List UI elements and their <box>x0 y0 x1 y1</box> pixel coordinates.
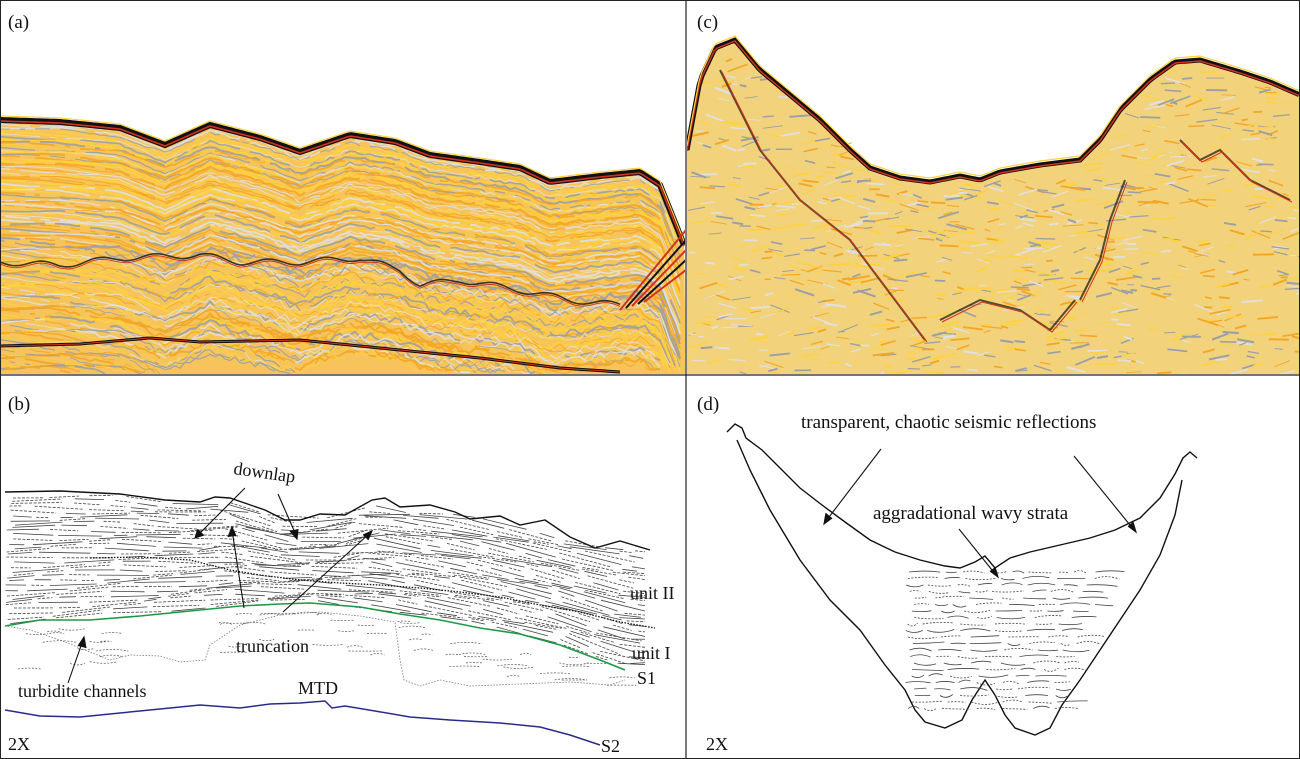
label-unit-ii: unit II <box>630 583 675 603</box>
annotation-arrows <box>67 487 374 684</box>
s1-horizon <box>4 602 626 671</box>
interpretation-panel-d: transparent, chaotic seismic reflections… <box>706 412 1198 754</box>
strata-base <box>4 611 626 687</box>
canyon-outline-d <box>736 439 1183 736</box>
label-turbidite-channels: turbidite channels <box>18 681 146 701</box>
label-s2: S2 <box>601 736 620 756</box>
s2-horizon <box>4 700 601 746</box>
panel-label-a: (a) <box>8 12 29 33</box>
seismic-panel-c <box>687 35 1299 374</box>
label-unit-i: unit I <box>632 643 671 663</box>
panel-label-b: (b) <box>8 394 30 415</box>
annotation-arrows-d <box>823 448 1138 579</box>
interpretation-panel-b: downlap unit II truncation unit I S1 tur… <box>4 458 675 756</box>
unit-boundary-dotted <box>89 556 656 629</box>
seismic-panel-a <box>1 115 685 374</box>
strata-lines <box>5 495 646 686</box>
panel-label-d: (d) <box>697 394 719 415</box>
seafloor-horizon <box>4 490 651 551</box>
label-mtd: MTD <box>298 678 338 698</box>
label-s1: S1 <box>637 668 656 688</box>
label-aggradational: aggradational wavy strata <box>873 503 1069 524</box>
label-truncation: truncation <box>236 636 309 656</box>
scale-label-d: 2X <box>706 734 728 754</box>
seafloor-horizon-d <box>726 423 1198 569</box>
wavy-strata <box>905 570 1125 712</box>
seismic-fill-c <box>687 40 1299 374</box>
scale-label-b: 2X <box>8 734 30 754</box>
label-transparent-chaotic: transparent, chaotic seismic reflections <box>801 412 1096 433</box>
panel-label-c: (c) <box>697 12 718 33</box>
